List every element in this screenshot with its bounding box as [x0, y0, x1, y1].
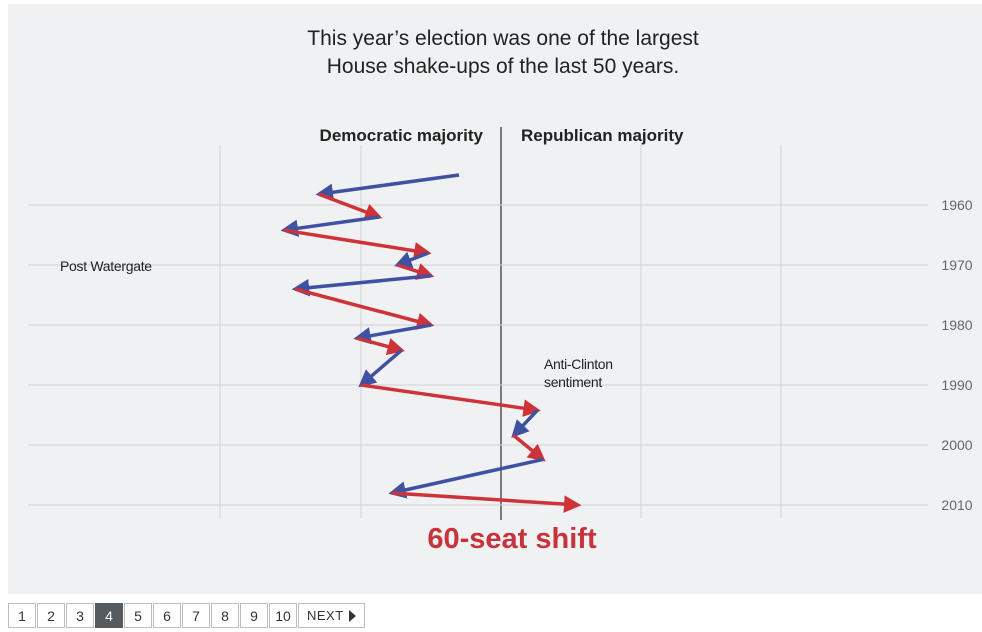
seat-shift-label: 60-seat shift [427, 523, 597, 555]
page-button-1[interactable]: 1 [8, 603, 36, 628]
democratic-shift-arrow [511, 408, 539, 438]
next-page-button[interactable]: NEXT [298, 603, 365, 628]
y-tick-label: 1980 [941, 317, 972, 333]
democratic-shift-arrow [388, 457, 544, 499]
page-button-4[interactable]: 4 [95, 603, 123, 628]
republican-shift-arrow [391, 491, 582, 513]
y-tick-label: 1970 [941, 257, 972, 273]
democratic-majority-header: Democratic majority [320, 126, 484, 145]
page-button-6[interactable]: 6 [153, 603, 181, 628]
y-tick-label: 2000 [941, 437, 972, 453]
page-button-10[interactable]: 10 [269, 603, 297, 628]
y-tick-label: 2010 [941, 497, 972, 513]
democratic-shift-arrow [315, 173, 460, 201]
annotation-post-watergate: Post Watergate [60, 258, 152, 274]
democratic-shift-arrow [353, 323, 432, 345]
pagination: 1 2 3 4 5 6 7 8 9 10 NEXT [8, 603, 366, 630]
annotation-anti-clinton: Anti-Clinton [544, 356, 613, 372]
page-button-2[interactable]: 2 [37, 603, 65, 628]
page-button-7[interactable]: 7 [182, 603, 210, 628]
democratic-shift-arrow [291, 274, 432, 297]
republican-shift-arrow [396, 263, 435, 280]
democratic-shift-arrow [280, 215, 380, 237]
republican-shift-arrow [356, 336, 405, 356]
republican-shift-arrow [294, 287, 435, 330]
republican-majority-header: Republican majority [521, 126, 684, 145]
republican-shift-arrow [360, 383, 541, 417]
annotation-sentiment: sentiment [544, 374, 602, 390]
y-tick-label: 1990 [941, 377, 972, 393]
page-button-3[interactable]: 3 [66, 603, 94, 628]
election-shift-chart: 1960 1970 1980 1990 2000 2010 This year’s ele… [28, 27, 973, 555]
democratic-shift-arrow [358, 348, 403, 388]
chart-title-line-2: House shake-ups of the last 50 years. [327, 55, 680, 78]
chart-title-line-1: This year’s election was one of the larg… [307, 27, 699, 50]
play-arrow-icon [348, 609, 356, 622]
page-button-9[interactable]: 9 [240, 603, 268, 628]
democratic-shift-arrow [394, 251, 429, 269]
y-tick-label: 1960 [941, 197, 972, 213]
chart-panel [8, 4, 982, 594]
page-button-8[interactable]: 8 [211, 603, 239, 628]
page-button-5[interactable]: 5 [124, 603, 152, 628]
republican-shift-arrow [512, 434, 546, 462]
republican-shift-arrow [318, 192, 383, 221]
next-page-label: NEXT [307, 608, 344, 623]
republican-shift-arrow [283, 228, 432, 260]
